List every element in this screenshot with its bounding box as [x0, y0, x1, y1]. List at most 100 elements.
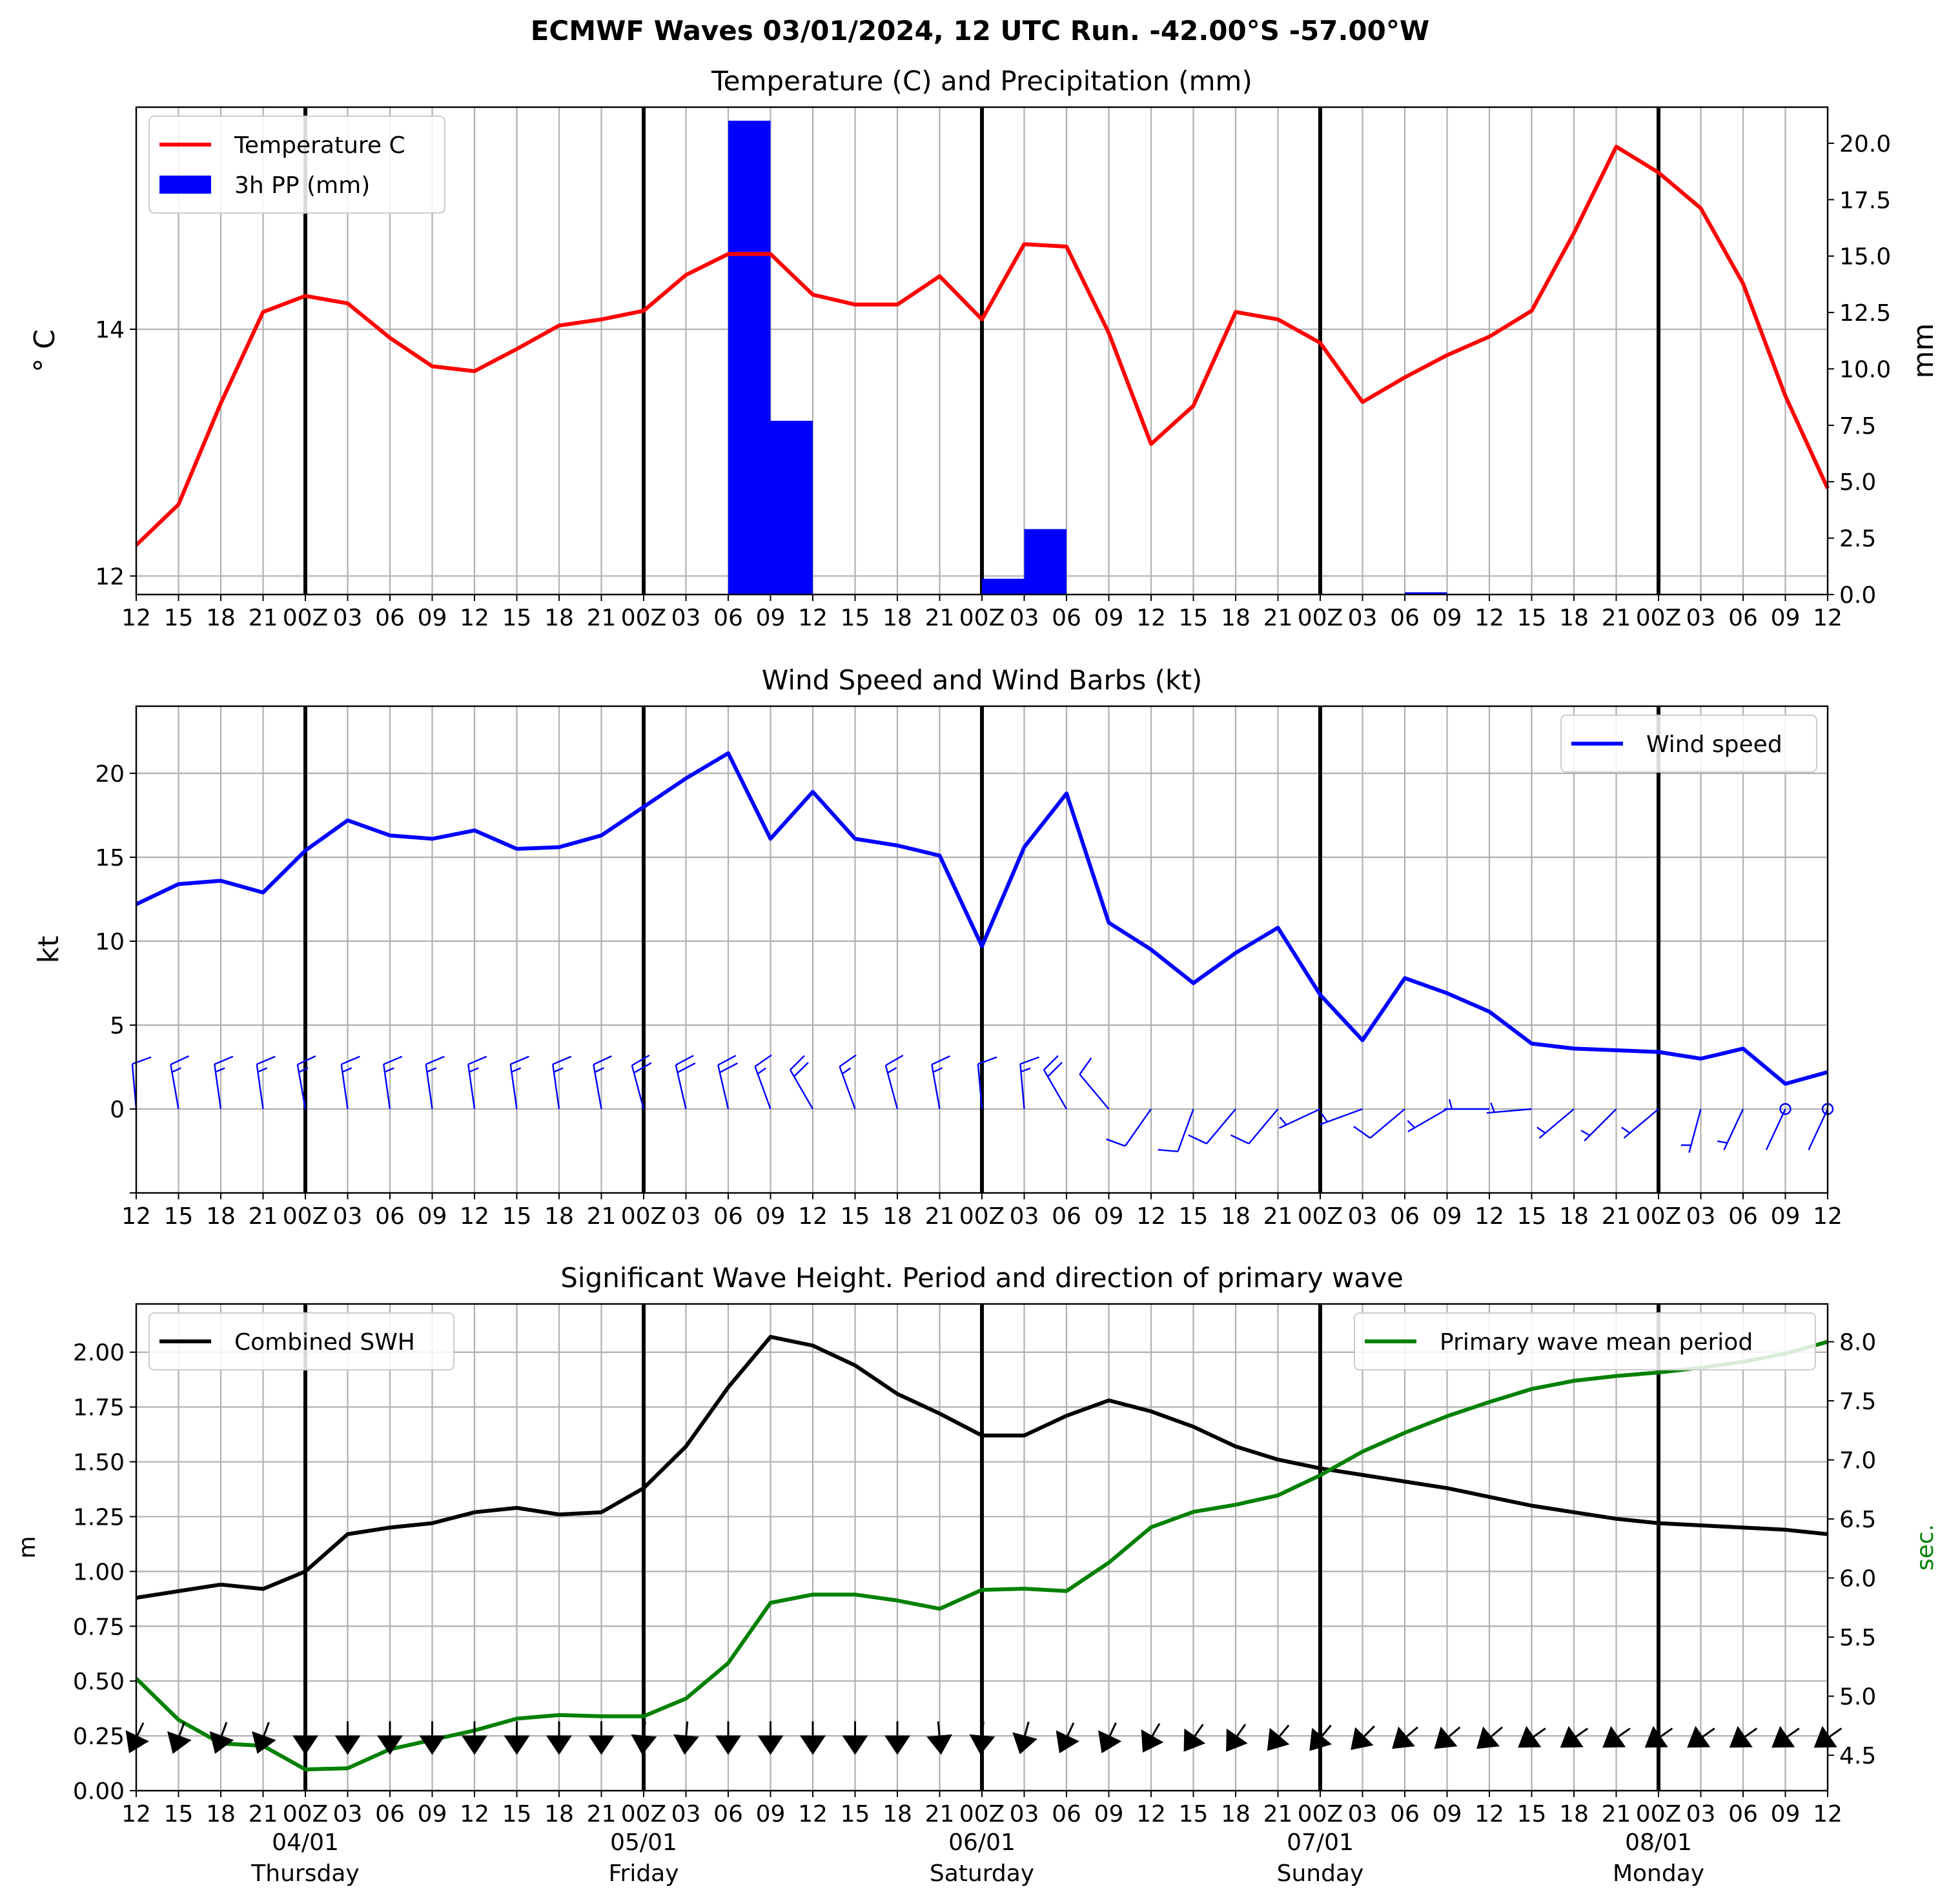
- wind-barb: [1444, 1099, 1489, 1110]
- wind-barb: [789, 1055, 814, 1110]
- wind-barb-staff: [1043, 1069, 1068, 1110]
- x-tick-label: 15: [502, 1203, 532, 1230]
- right-tick-label: 5.0: [1839, 1684, 1876, 1711]
- wind-barb-half-flag: [342, 1067, 352, 1073]
- x-tick-label: 12: [121, 605, 151, 631]
- x-tick-label: 15: [1179, 1801, 1209, 1827]
- panel-title: Temperature (C) and Precipitation (mm): [711, 65, 1252, 97]
- x-tick-label: 21: [1263, 605, 1293, 631]
- panel-title: Wind Speed and Wind Barbs (kt): [762, 664, 1202, 696]
- y-tick-label: 0.75: [73, 1614, 125, 1640]
- x-tick-label: 21: [1263, 1801, 1293, 1827]
- x-tick-label: 15: [1179, 1203, 1209, 1230]
- wave-direction-arrow: [631, 1721, 657, 1755]
- right-tick-label: 8.0: [1839, 1330, 1876, 1356]
- y-tick-label: 1.75: [73, 1395, 125, 1421]
- wave-arrow-shaft: [135, 1722, 145, 1739]
- plot-frame: [135, 705, 1829, 1194]
- x-tick-label: 00Z: [1636, 1203, 1681, 1230]
- x-tick-label: 18: [206, 1801, 236, 1827]
- x-tick-label: 00Z: [1636, 605, 1681, 631]
- wave-arrow-shaft: [1065, 1722, 1075, 1739]
- x-tick-label: 00Z: [1298, 1801, 1343, 1827]
- x-tick-label: 15: [1517, 1203, 1547, 1230]
- wave-arrow-shaft: [1784, 1727, 1800, 1739]
- legend-bar-swatch: [159, 176, 211, 194]
- x-tick-label: 06: [1052, 1203, 1081, 1230]
- wind-barb-half-flag: [1717, 1140, 1728, 1144]
- wind-barb-staff: [1538, 1108, 1575, 1139]
- x-tick-label: 06: [1728, 605, 1758, 631]
- wind-barb-flag: [132, 1056, 152, 1065]
- wind-barb: [1019, 1056, 1039, 1110]
- wind-barb-staff: [1584, 1108, 1617, 1142]
- right-tick-label: 10.0: [1839, 356, 1891, 383]
- x-tick-label: 12: [460, 1203, 489, 1230]
- x-tick-label: 03: [1010, 1203, 1039, 1230]
- x-tick-label: 12: [1813, 1801, 1843, 1827]
- wave-arrow-shaft: [1319, 1724, 1332, 1739]
- x-tick-label: 15: [841, 1801, 870, 1827]
- x-tick-label: 00Z: [1298, 605, 1343, 631]
- wave-direction-arrow: [546, 1721, 572, 1755]
- wind-barb-flag: [1353, 1126, 1371, 1139]
- x-tick-label: 06: [1728, 1801, 1758, 1827]
- x-tick-label: 09: [1433, 1203, 1462, 1230]
- wind-barb-staff: [839, 1066, 856, 1110]
- wave-direction-arrow: [1813, 1725, 1843, 1748]
- wave-arrow-head: [167, 1731, 192, 1754]
- x-tick-label: 18: [883, 605, 912, 631]
- wind-barb-flag: [839, 1054, 857, 1068]
- wave-direction-arrow: [1602, 1725, 1631, 1748]
- wave-arrow-shaft: [685, 1721, 689, 1738]
- x-tick-label: 21: [1263, 1203, 1293, 1230]
- x-tick-label: 12: [121, 1801, 151, 1827]
- wind-barb-half-flag: [215, 1067, 225, 1073]
- x-tick-label: 03: [333, 1203, 363, 1230]
- wind-barb-staff: [1723, 1108, 1744, 1150]
- wave-arrow-shaft: [1234, 1724, 1247, 1739]
- wind-barb-flag: [790, 1055, 805, 1071]
- wind-barb: [717, 1055, 738, 1110]
- x-tick-label: 00Z: [283, 1801, 328, 1827]
- wave-arrow-head: [884, 1735, 910, 1755]
- wave-direction-arrow: [125, 1722, 149, 1754]
- wave-arrow-head: [209, 1731, 234, 1754]
- wind-barb-flag: [256, 1055, 276, 1065]
- day-weekday-label: Monday: [1613, 1860, 1704, 1887]
- y-tick-label: 20: [95, 761, 125, 788]
- wave-arrow-head: [419, 1735, 445, 1755]
- wave-arrow-head: [1183, 1728, 1206, 1752]
- x-tick-label: 12: [798, 605, 828, 631]
- x-tick-label: 15: [502, 1801, 532, 1827]
- x-tick-label: 12: [1136, 1801, 1166, 1827]
- x-tick-label: 21: [925, 605, 955, 631]
- y-tick-label: 15: [95, 845, 125, 871]
- x-tick-label: 09: [756, 1801, 786, 1827]
- wave-arrow-head: [757, 1735, 784, 1755]
- wave-arrow-head: [1434, 1726, 1458, 1749]
- wind-barb: [509, 1055, 529, 1110]
- wave-arrow-head: [1141, 1729, 1164, 1753]
- y-tick-label: 5: [110, 1013, 125, 1039]
- x-tick-label: 03: [1686, 1801, 1716, 1827]
- wave-direction-arrow: [1729, 1725, 1758, 1748]
- wave-arrow-head: [1476, 1726, 1500, 1749]
- day-date-label: 06/01: [948, 1829, 1016, 1856]
- right-tick-label: 5.0: [1839, 469, 1876, 496]
- x-tick-label: 09: [1094, 605, 1124, 631]
- x-tick-label: 00Z: [959, 605, 1005, 631]
- wave-arrow-head: [504, 1735, 530, 1755]
- wave-arrow-shaft: [1573, 1727, 1589, 1739]
- wind-barb-half-flag: [511, 1067, 522, 1073]
- wind-barb-flag: [885, 1054, 904, 1066]
- y-tick-label: 14: [95, 317, 125, 343]
- x-tick-label: 12: [798, 1801, 828, 1827]
- wave-arrow-shaft: [1277, 1724, 1290, 1739]
- wind-barb: [1320, 1108, 1363, 1126]
- x-tick-label: 09: [1771, 1203, 1801, 1230]
- wave-arrow-shaft: [1700, 1727, 1715, 1739]
- wave-direction-arrow: [1518, 1725, 1546, 1748]
- wind-barb: [256, 1055, 276, 1110]
- y-tick-label: 0.25: [73, 1724, 125, 1750]
